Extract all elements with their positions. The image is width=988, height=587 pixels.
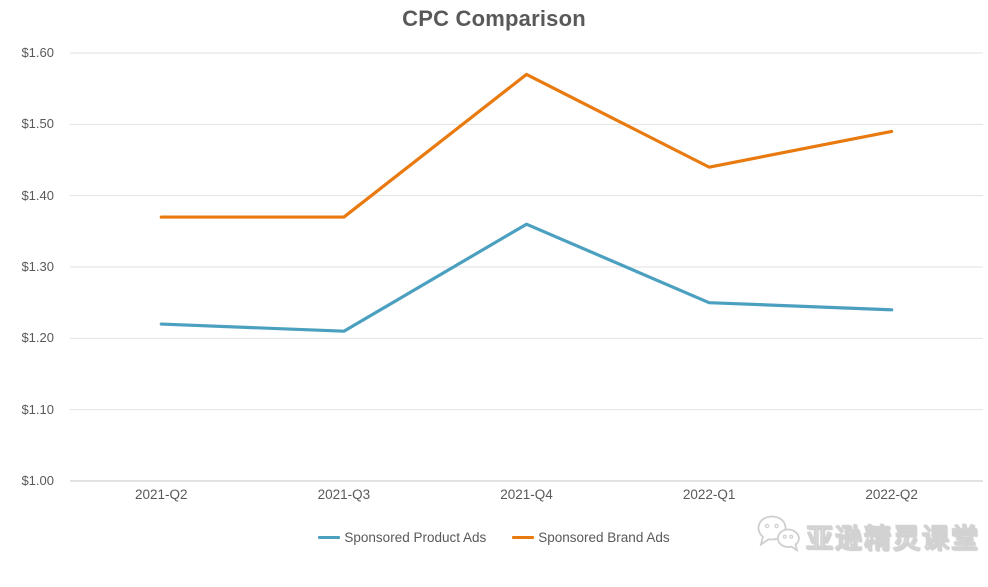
x-axis-label: 2021-Q2 [135,487,188,502]
y-axis-label: $1.00 [21,473,54,488]
legend-label-sponsored-product-ads: Sponsored Product Ads [344,530,487,545]
x-axis-label: 2021-Q3 [317,487,371,502]
y-axis-label: $1.60 [21,45,54,60]
y-axis-label: $1.10 [21,401,54,417]
y-axis-label: $1.40 [21,187,54,203]
y-axis-label: $1.30 [21,259,54,274]
legend-item-sponsored-product-ads: Sponsored Product Ads [318,530,486,545]
legend-swatch-sponsored-product-ads [318,536,341,539]
x-axis-label: 2022-Q1 [682,487,736,502]
series-line-sponsored-product-ads [159,222,894,333]
y-axis-label: $1.50 [21,116,54,132]
legend: Sponsored Product Ads Sponsored Brand Ad… [0,530,988,545]
x-axis-label: 2022-Q2 [865,487,918,502]
chart-title: CPC Comparison [402,6,586,31]
x-axis-label: 2021-Q4 [500,487,553,502]
watermark-text: 亚逊精灵课堂 [806,523,980,554]
watermark: 亚逊精灵课堂 [755,514,980,558]
y-axis-label: $1.20 [21,330,54,346]
legend-swatch-sponsored-brand-ads [512,536,535,539]
legend-label-sponsored-brand-ads: Sponsored Brand Ads [538,530,670,545]
series-line-sponsored-brand-ads [159,72,894,219]
wechat-icon [757,515,800,553]
legend-item-sponsored-brand-ads: Sponsored Brand Ads [512,530,670,545]
